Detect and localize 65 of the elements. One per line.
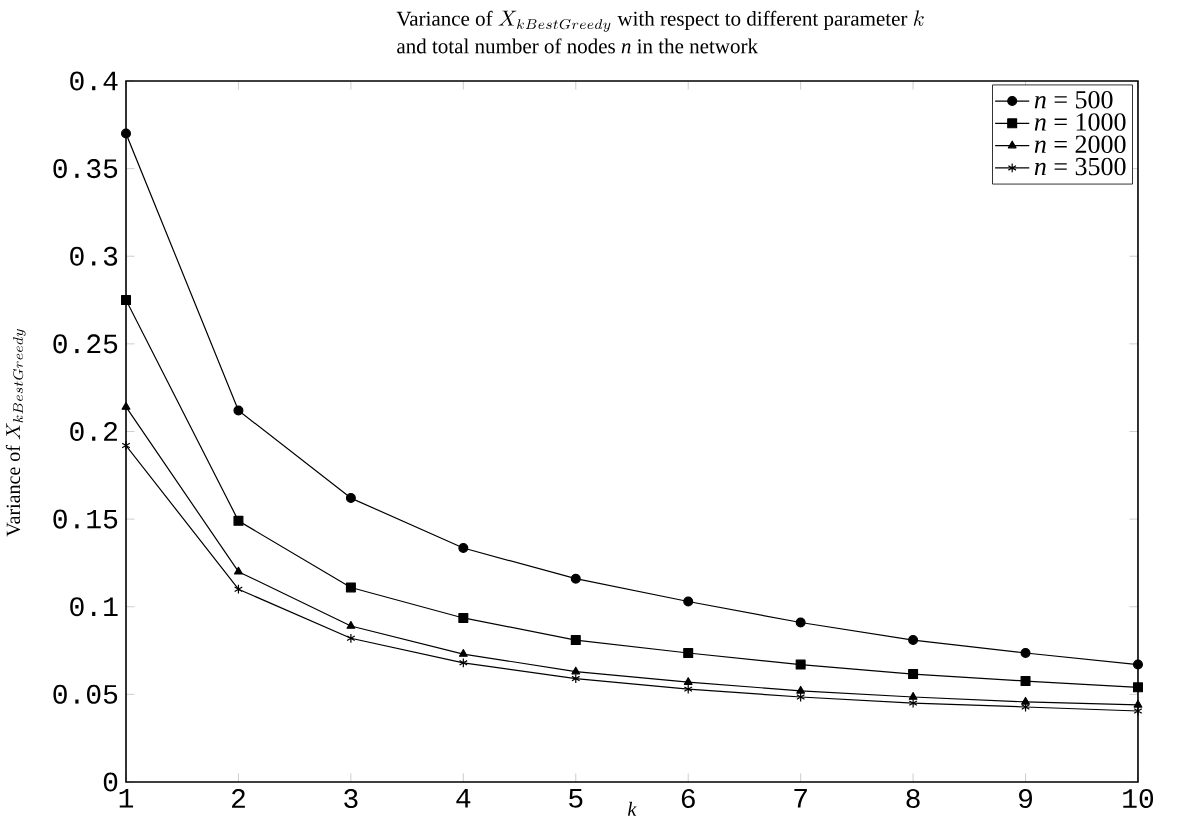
point xyxy=(345,582,356,593)
point xyxy=(1020,648,1031,659)
point xyxy=(1020,676,1031,687)
point xyxy=(233,515,244,526)
point xyxy=(1133,706,1143,717)
x-tick-label: 1 xyxy=(119,789,134,808)
point xyxy=(346,633,356,644)
point xyxy=(683,684,693,695)
x-tick-label: 7 xyxy=(794,789,807,808)
y-tick-label: 0 xyxy=(103,772,118,792)
legend-label: n = 1000 xyxy=(1034,113,1126,131)
y-axis-title: $\text{Variance of } X_{kBestGreedy}$ xyxy=(5,329,26,537)
point xyxy=(908,691,918,700)
legend-label: n = 3500 xyxy=(1034,157,1126,176)
x-tick-label: 6 xyxy=(681,789,695,809)
point xyxy=(683,596,694,607)
y-tick-label: 0.4 xyxy=(70,71,118,91)
point xyxy=(908,635,919,646)
legend-label: n = 500 xyxy=(1034,90,1113,109)
x-tick-label: 4 xyxy=(456,789,471,808)
y-tick-label: 0.35 xyxy=(53,159,118,179)
x-tick-label: 9 xyxy=(1019,789,1032,809)
point xyxy=(233,405,244,416)
point xyxy=(346,621,356,629)
y-tick-label: 0.15 xyxy=(53,509,118,529)
x-tick-label: 8 xyxy=(906,789,920,809)
point xyxy=(1132,659,1143,670)
y-tick-label: 0.1 xyxy=(70,597,118,617)
x-tick-label: 5 xyxy=(569,789,583,808)
y-tick-label: 0.25 xyxy=(53,334,118,354)
point xyxy=(1133,699,1143,708)
legend-label: n = 2000 xyxy=(1034,135,1126,154)
point xyxy=(458,612,469,623)
point xyxy=(234,566,243,575)
point xyxy=(683,677,693,685)
y-tick-label: 0.05 xyxy=(53,684,118,704)
chart-subtitle: and total number of nodes n in the network xyxy=(397,38,758,54)
point xyxy=(234,584,243,595)
x-tick-label: 3 xyxy=(344,789,358,809)
point xyxy=(458,543,469,554)
x-axis-title: k xyxy=(627,801,637,816)
y-tick-label: 0.3 xyxy=(70,246,118,266)
x-tick-label: 2 xyxy=(232,789,245,808)
point xyxy=(458,657,468,668)
point xyxy=(571,666,581,675)
point xyxy=(908,669,919,680)
point xyxy=(458,649,468,657)
point xyxy=(683,648,694,659)
point xyxy=(121,440,131,451)
y-tick-label: 0.2 xyxy=(70,421,117,441)
x-tick-label: 10 xyxy=(1123,789,1154,809)
point xyxy=(570,573,581,584)
chart-title: $\text{Variance of } X_{kBestGreedy} \text{ with respect to different parameter } k$ xyxy=(396,10,924,32)
point xyxy=(570,635,581,646)
point xyxy=(1132,682,1143,693)
point xyxy=(345,493,356,504)
point xyxy=(795,617,806,628)
point xyxy=(121,401,131,410)
point xyxy=(908,698,918,709)
point xyxy=(121,128,131,139)
point xyxy=(121,295,131,306)
point xyxy=(1021,696,1030,705)
point xyxy=(796,685,806,694)
point xyxy=(795,659,806,670)
point xyxy=(571,673,581,684)
